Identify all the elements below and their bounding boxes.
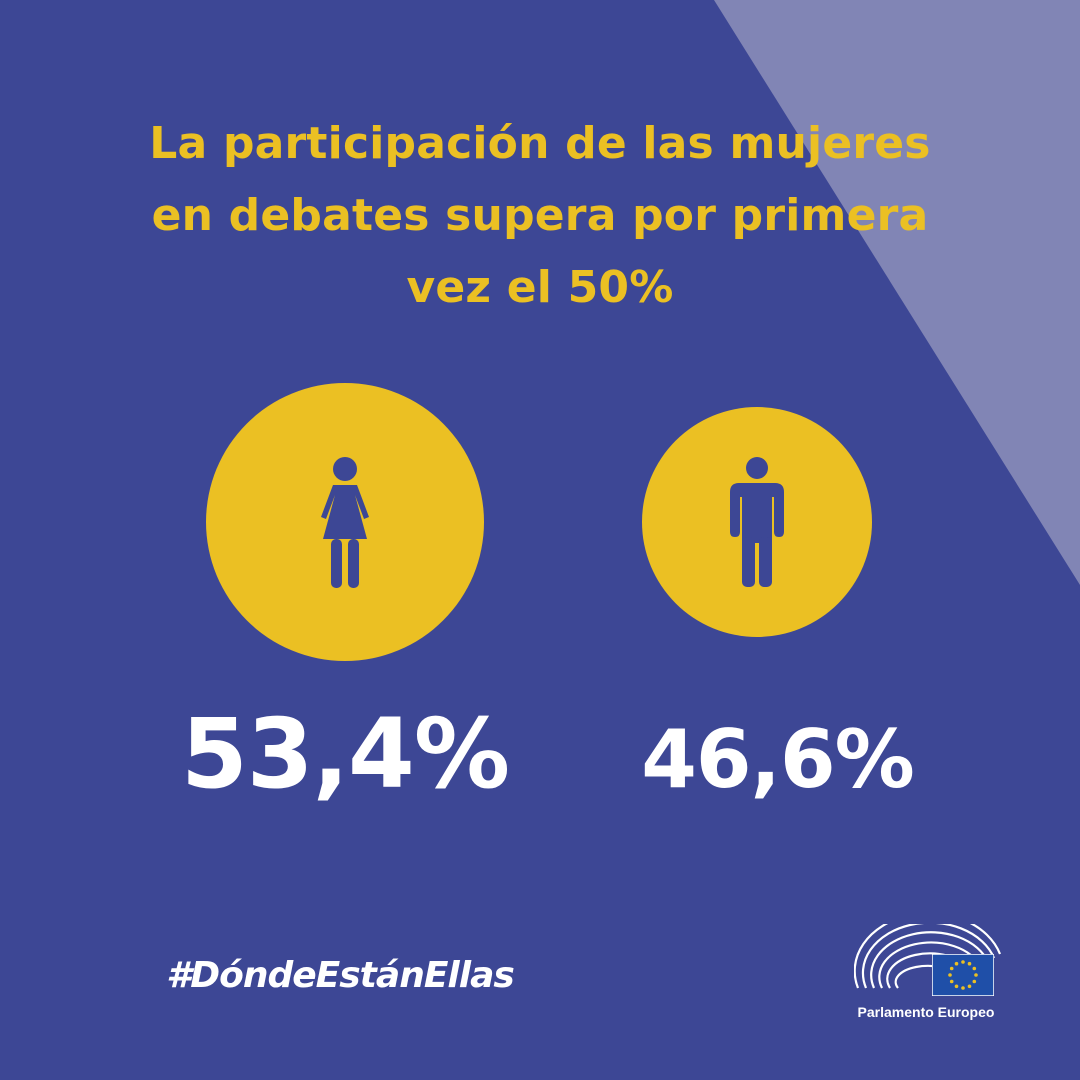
woman-icon <box>321 457 369 588</box>
man-icon <box>730 457 784 587</box>
headline-line-2: en debates supera por primera <box>151 190 929 241</box>
hemicycle-icon <box>854 924 1002 989</box>
hashtag: #DóndeEstánEllas <box>166 955 515 996</box>
european-parliament-logo: Parlamento Europeo <box>846 918 1006 1028</box>
eu-flag-icon <box>932 954 994 996</box>
women-percentage: 53,4% <box>180 698 510 810</box>
headline-line-3: vez el 50% <box>406 262 674 313</box>
logo-name: Parlamento Europeo <box>857 1004 995 1020</box>
women-circle <box>206 383 484 661</box>
men-percentage: 46,6% <box>641 713 915 806</box>
headline: La participación de las mujeres en debat… <box>90 108 990 324</box>
men-circle <box>642 407 872 637</box>
headline-line-1: La participación de las mujeres <box>149 118 931 169</box>
